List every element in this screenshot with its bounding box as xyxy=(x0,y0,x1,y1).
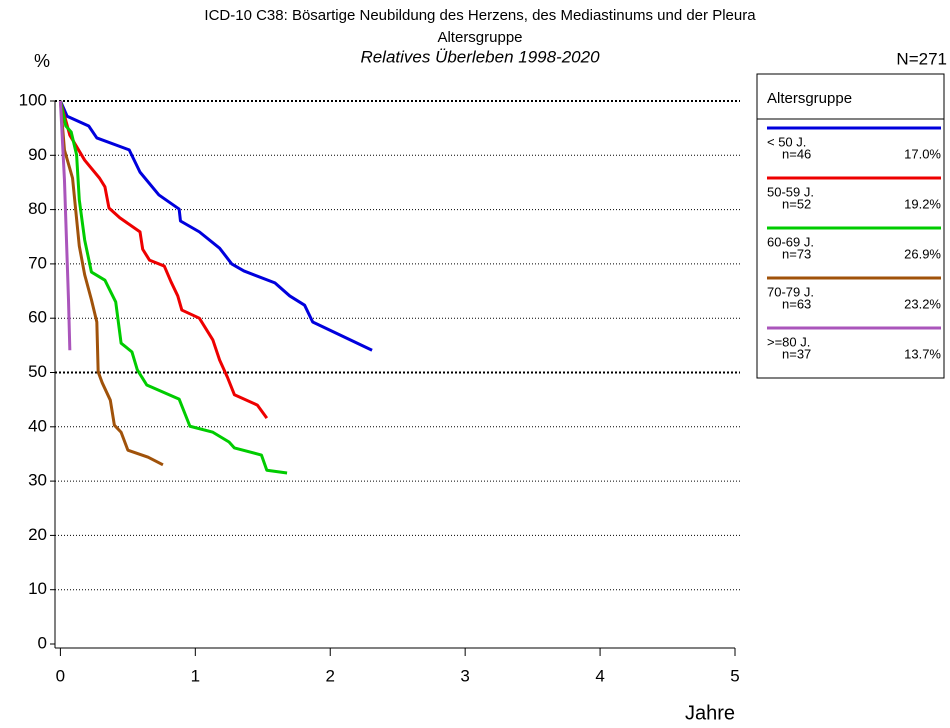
series-line xyxy=(58,100,288,475)
y-tick-label: 10 xyxy=(28,579,47,598)
x-tick-label: 1 xyxy=(191,666,200,685)
legend-count: n=46 xyxy=(782,146,811,161)
legend-count: n=73 xyxy=(782,246,811,261)
legend-count: n=63 xyxy=(782,296,811,311)
y-tick-label: 70 xyxy=(28,253,47,272)
y-tick-label: 90 xyxy=(28,145,47,164)
legend-share: 19.2% xyxy=(904,196,941,211)
legend-label: < 50 J. xyxy=(767,134,806,149)
x-tick-label: 5 xyxy=(730,666,739,685)
legend-box xyxy=(756,73,945,379)
x-tick-label: 3 xyxy=(460,666,469,685)
chart-subtitle: Altersgruppe xyxy=(437,29,522,46)
legend-label: 50-59 J. xyxy=(767,184,814,199)
x-tick-label: 0 xyxy=(56,666,65,685)
legend-count: n=37 xyxy=(782,346,811,361)
y-tick-label: 0 xyxy=(38,633,47,652)
y-axis-label: % xyxy=(34,51,50,71)
legend-share: 23.2% xyxy=(904,296,941,311)
legend-count: n=52 xyxy=(782,196,811,211)
legend-label: 60-69 J. xyxy=(767,234,814,249)
y-tick-label: 40 xyxy=(28,416,47,435)
legend-title: Altersgruppe xyxy=(767,90,852,107)
x-tick-label: 4 xyxy=(595,666,604,685)
y-tick-label: 50 xyxy=(28,362,47,381)
x-tick-label: 2 xyxy=(326,666,335,685)
total-count: N=271 xyxy=(896,49,947,68)
x-axis-label: Jahre xyxy=(685,702,735,724)
legend-share: 13.7% xyxy=(904,346,941,361)
series-line xyxy=(58,100,269,419)
y-tick-label: 60 xyxy=(28,308,47,327)
y-tick-label: 100 xyxy=(19,90,47,109)
series-line xyxy=(59,100,373,352)
legend-share: 26.9% xyxy=(904,246,941,261)
chart-title: ICD-10 C38: Bösartige Neubildung des Her… xyxy=(204,7,756,24)
y-tick-label: 20 xyxy=(28,525,47,544)
series-line xyxy=(58,100,164,467)
legend-label: 70-79 J. xyxy=(767,284,814,299)
y-tick-label: 30 xyxy=(28,471,47,490)
chart-subtitle: Relatives Überleben 1998-2020 xyxy=(360,47,600,66)
legend-label: >=80 J. xyxy=(767,334,810,349)
series-line xyxy=(58,100,72,351)
y-tick-label: 80 xyxy=(28,199,47,218)
legend-share: 17.0% xyxy=(904,146,941,161)
